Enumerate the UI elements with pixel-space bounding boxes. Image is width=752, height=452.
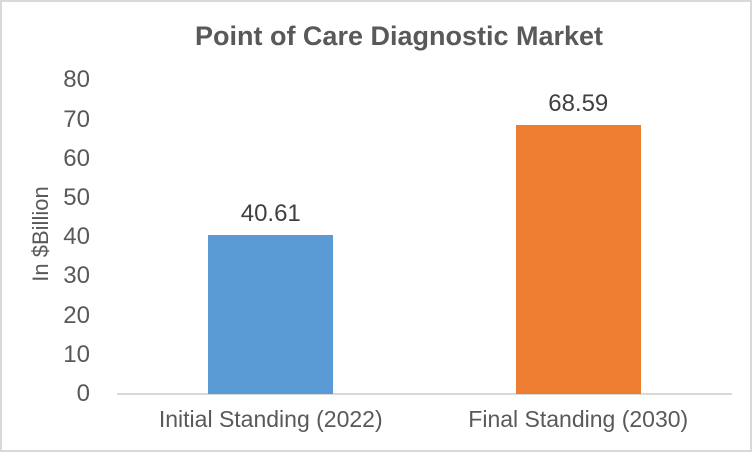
y-axis-tick-label: 0 <box>76 380 90 407</box>
y-axis-tick-label: 50 <box>63 184 90 211</box>
y-axis-tick-label: 30 <box>63 262 90 290</box>
bar <box>515 125 641 394</box>
y-axis-tick-label: 70 <box>63 105 90 133</box>
bar-value-label: 68.59 <box>548 90 609 118</box>
y-axis-tick-label: 40 <box>63 223 90 251</box>
y-axis-tick-label: 80 <box>63 66 90 94</box>
x-axis-category-label: Initial Standing (2022) <box>158 406 383 432</box>
x-axis-line <box>117 393 732 395</box>
y-axis-tick-label: 20 <box>63 301 90 329</box>
y-axis-title: In $Billion <box>28 186 53 282</box>
bar <box>208 234 334 394</box>
chart-title: Point of Care Diagnostic Market <box>194 21 604 51</box>
bar-value-label: 40.61 <box>240 199 301 227</box>
x-axis-category-label: Final Standing (2030) <box>468 406 689 432</box>
y-axis-tick-label: 10 <box>63 340 90 368</box>
y-axis-tick-label: 60 <box>63 144 90 172</box>
